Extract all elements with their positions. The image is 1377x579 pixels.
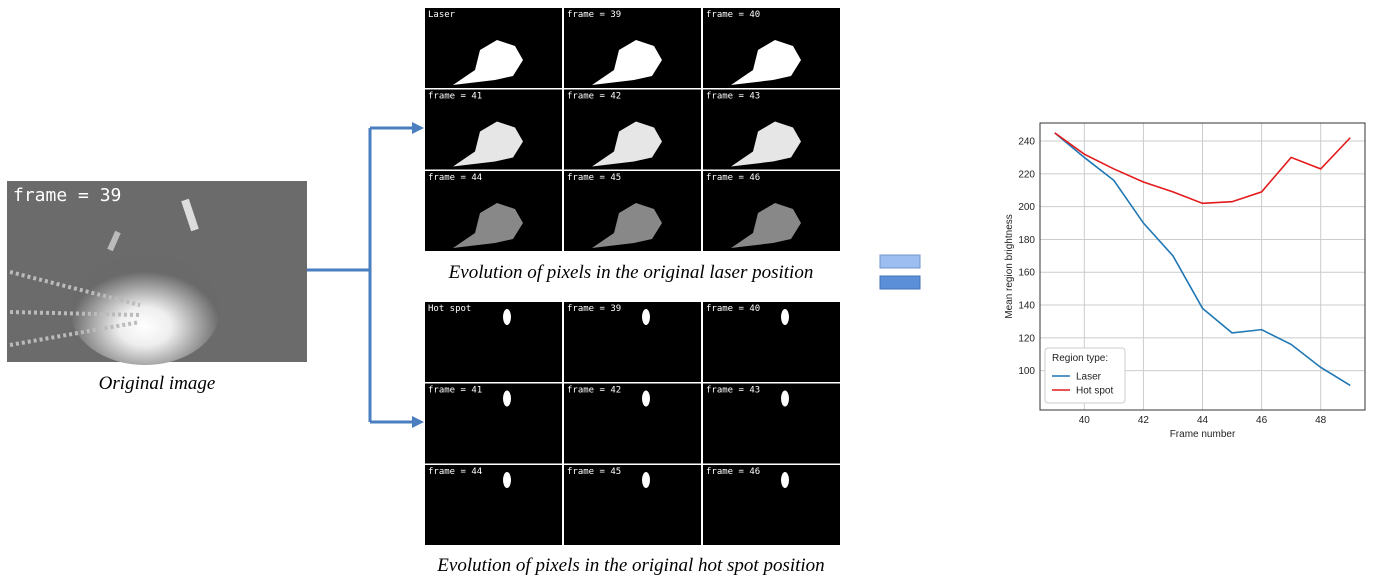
- x-tick-label: 44: [1197, 415, 1209, 426]
- tile: [425, 384, 562, 464]
- tile-label: frame = 39: [567, 10, 621, 20]
- tile: [703, 302, 840, 382]
- tile: [564, 384, 701, 464]
- tile: [703, 465, 840, 545]
- y-tick-label: 160: [1018, 268, 1035, 279]
- x-tick-label: 42: [1138, 415, 1150, 426]
- caption: Evolution of pixels in the original lase…: [448, 262, 814, 283]
- y-axis-label: Mean region brightness: [1004, 214, 1015, 319]
- y-tick-label: 180: [1018, 235, 1035, 246]
- tile-label: frame = 42: [567, 92, 621, 102]
- legend-label: Laser: [1076, 372, 1102, 383]
- blob: [781, 472, 789, 488]
- tile-label: frame = 43: [706, 92, 760, 102]
- original-image: frame = 39: [7, 181, 307, 365]
- tile-label: frame = 46: [706, 467, 760, 477]
- blob: [642, 309, 650, 325]
- x-tick-label: 48: [1315, 415, 1327, 426]
- x-tick-label: 46: [1256, 415, 1268, 426]
- blob: [781, 309, 789, 325]
- tile-label: frame = 40: [706, 304, 760, 314]
- tile: [564, 465, 701, 545]
- tile-label: frame = 40: [706, 10, 760, 20]
- tile: [703, 384, 840, 464]
- y-tick-label: 240: [1018, 137, 1035, 148]
- tile-label: frame = 44: [428, 173, 482, 183]
- y-tick-label: 220: [1018, 169, 1035, 180]
- blob: [642, 472, 650, 488]
- tile-label: Laser: [428, 10, 456, 20]
- y-tick-label: 200: [1018, 202, 1035, 213]
- tile-label: frame = 45: [567, 467, 621, 477]
- blob: [503, 391, 511, 407]
- tile-label: frame = 42: [567, 386, 621, 396]
- frame-label: frame = 39: [13, 185, 121, 206]
- blob: [781, 391, 789, 407]
- tile: [425, 302, 562, 382]
- tile: [564, 302, 701, 382]
- y-tick-label: 120: [1018, 333, 1035, 344]
- tile-label: frame = 41: [428, 386, 482, 396]
- tile-label: frame = 43: [706, 386, 760, 396]
- legend-label: Hot spot: [1076, 386, 1113, 397]
- blob: [642, 391, 650, 407]
- caption: Original image: [99, 373, 216, 394]
- x-tick-label: 40: [1079, 415, 1091, 426]
- equals-sign: [880, 255, 920, 289]
- legend-title: Region type:: [1052, 353, 1108, 364]
- tile-label: frame = 44: [428, 467, 482, 477]
- y-tick-label: 100: [1018, 366, 1035, 377]
- arrows: [307, 122, 424, 428]
- x-axis-label: Frame number: [1170, 429, 1236, 440]
- tile-label: frame = 46: [706, 173, 760, 183]
- tile: [425, 465, 562, 545]
- tile-label: Hot spot: [428, 304, 471, 314]
- blob: [503, 309, 511, 325]
- tile-label: frame = 45: [567, 173, 621, 183]
- caption: Evolution of pixels in the original hot …: [436, 555, 824, 576]
- tile-label: frame = 41: [428, 92, 482, 102]
- tile-label: frame = 39: [567, 304, 621, 314]
- figure: frame = 39 Original image Evolution of p…: [0, 0, 1377, 579]
- blob: [503, 472, 511, 488]
- y-tick-label: 140: [1018, 301, 1035, 312]
